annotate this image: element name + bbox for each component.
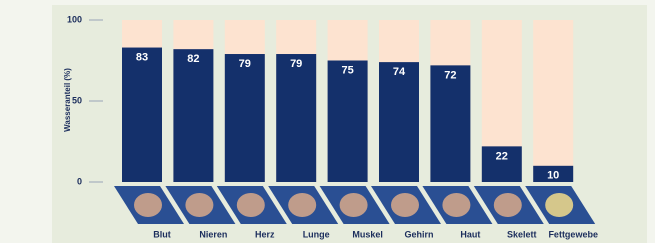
bar-background xyxy=(533,20,573,182)
x-tick-label: Muskel xyxy=(352,229,383,239)
value-label: 75 xyxy=(341,64,353,76)
tile-picture xyxy=(134,193,162,217)
x-tick-label: Nieren xyxy=(199,229,227,239)
y-tick-label: 100 xyxy=(67,14,82,24)
x-tick-label: Lunge xyxy=(303,229,330,239)
bar xyxy=(328,61,368,183)
y-tick-label: 50 xyxy=(72,95,82,105)
value-label: 72 xyxy=(444,69,456,81)
value-label: 82 xyxy=(187,53,199,65)
bar xyxy=(430,65,470,182)
tile-picture xyxy=(391,193,419,217)
y-tick-label: 0 xyxy=(77,176,82,186)
tile-picture xyxy=(545,193,573,217)
bar xyxy=(173,49,213,182)
value-label: 10 xyxy=(547,170,559,182)
value-label: 22 xyxy=(496,150,508,162)
tile-picture xyxy=(494,193,522,217)
value-label: 74 xyxy=(393,66,406,78)
bar xyxy=(122,48,162,182)
tile-picture xyxy=(340,193,368,217)
x-tick-label: Herz xyxy=(255,229,275,239)
value-label: 79 xyxy=(290,58,302,70)
x-tick-label: Blut xyxy=(153,229,171,239)
tile-picture xyxy=(237,193,265,217)
bar xyxy=(379,62,419,182)
bar xyxy=(276,54,316,182)
tile-picture xyxy=(442,193,470,217)
value-label: 79 xyxy=(239,58,251,70)
tile-picture xyxy=(288,193,316,217)
x-tick-label: Skelett xyxy=(507,229,537,239)
bar xyxy=(225,54,265,182)
x-tick-label: Haut xyxy=(460,229,480,239)
x-tick-label: Gehirn xyxy=(404,229,433,239)
tile-picture xyxy=(185,193,213,217)
x-tick-label: Fettgewebe xyxy=(548,229,598,239)
chart: Wasseranteil (%) 0 50 100 83 Blut 82 Nieren 79 H… xyxy=(0,0,655,243)
y-axis-label: Wasseranteil (%) xyxy=(63,68,72,132)
value-label: 83 xyxy=(136,51,148,63)
